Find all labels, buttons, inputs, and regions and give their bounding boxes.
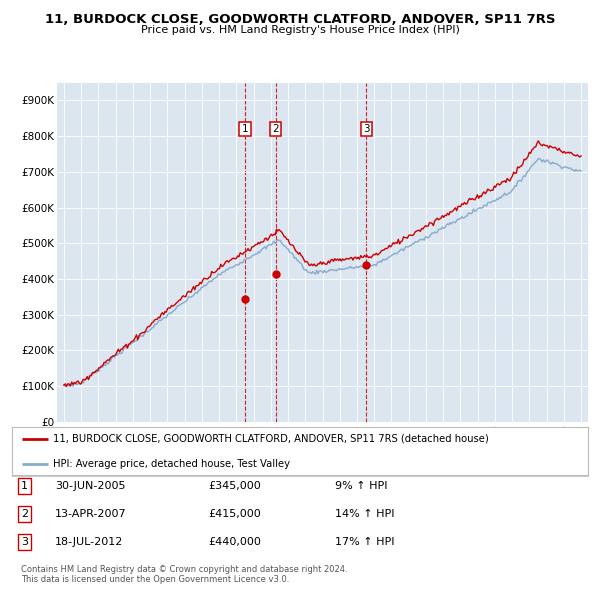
Text: 17% ↑ HPI: 17% ↑ HPI xyxy=(335,537,394,547)
Text: 3: 3 xyxy=(21,537,28,547)
Text: 9% ↑ HPI: 9% ↑ HPI xyxy=(335,481,387,491)
Text: £415,000: £415,000 xyxy=(208,509,260,519)
Text: 1: 1 xyxy=(21,481,28,491)
Text: 2: 2 xyxy=(21,509,28,519)
Text: £440,000: £440,000 xyxy=(208,537,261,547)
Text: 3: 3 xyxy=(363,124,370,134)
Text: 2: 2 xyxy=(272,124,279,134)
Text: 30-JUN-2005: 30-JUN-2005 xyxy=(55,481,126,491)
Text: 11, BURDOCK CLOSE, GOODWORTH CLATFORD, ANDOVER, SP11 7RS (detached house): 11, BURDOCK CLOSE, GOODWORTH CLATFORD, A… xyxy=(53,434,489,444)
Text: 1: 1 xyxy=(242,124,248,134)
Text: 14% ↑ HPI: 14% ↑ HPI xyxy=(335,509,394,519)
Text: 11, BURDOCK CLOSE, GOODWORTH CLATFORD, ANDOVER, SP11 7RS: 11, BURDOCK CLOSE, GOODWORTH CLATFORD, A… xyxy=(45,13,555,26)
Text: £345,000: £345,000 xyxy=(208,481,260,491)
Text: This data is licensed under the Open Government Licence v3.0.: This data is licensed under the Open Gov… xyxy=(21,575,289,584)
Text: HPI: Average price, detached house, Test Valley: HPI: Average price, detached house, Test… xyxy=(53,459,290,469)
Text: Contains HM Land Registry data © Crown copyright and database right 2024.: Contains HM Land Registry data © Crown c… xyxy=(21,565,347,573)
Text: 18-JUL-2012: 18-JUL-2012 xyxy=(55,537,124,547)
Text: Price paid vs. HM Land Registry's House Price Index (HPI): Price paid vs. HM Land Registry's House … xyxy=(140,25,460,35)
Text: 13-APR-2007: 13-APR-2007 xyxy=(55,509,127,519)
